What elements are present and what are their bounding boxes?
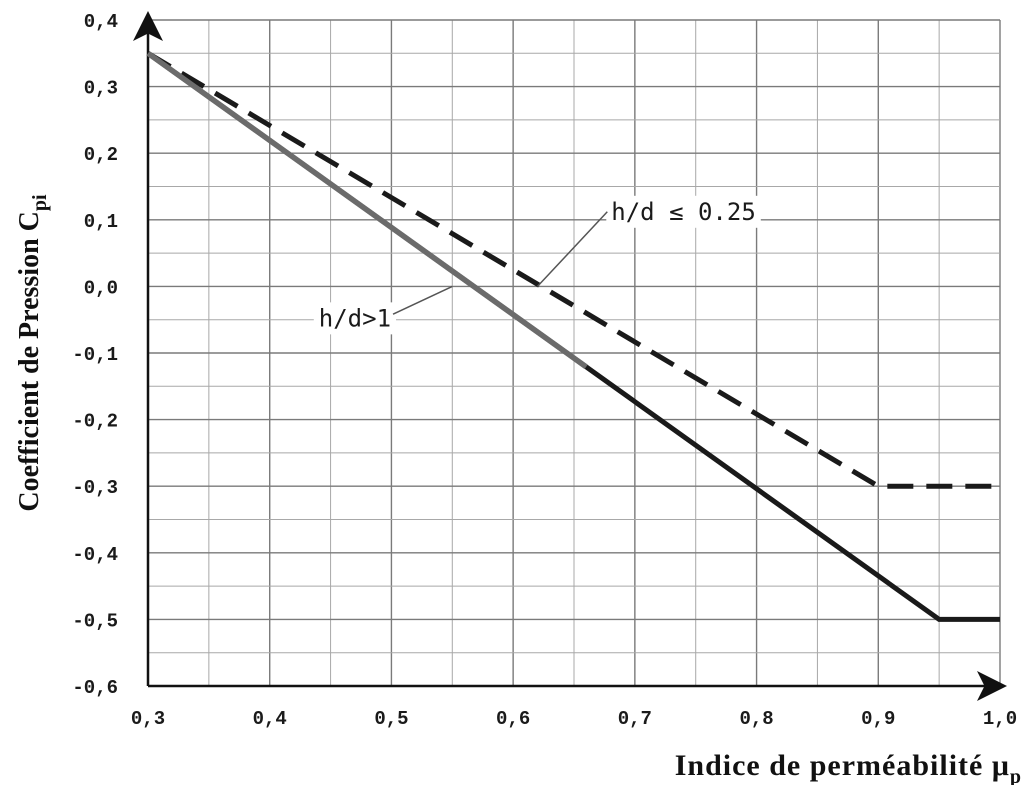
y-tick-label: -0,2: [72, 411, 118, 433]
series-line-solid-highlight: [146, 51, 588, 370]
x-tick-label: 1,0: [983, 708, 1017, 730]
x-tick-label: 0,5: [374, 708, 408, 730]
y-tick-label: -0,6: [72, 677, 118, 699]
y-tick-label: -0,4: [72, 544, 118, 566]
grid: [147, 19, 1001, 687]
y-axis-label: Coefficient de Pression Cpi: [14, 194, 51, 512]
x-tick-label: 0,8: [739, 708, 773, 730]
y-tick-label: 0,4: [84, 11, 118, 33]
y-axis-label-text: Coefficient de Pression C: [14, 211, 45, 511]
x-tick-label: 0,3: [131, 708, 165, 730]
x-tick-label: 0,6: [496, 708, 530, 730]
y-tick-label: 0,1: [84, 211, 118, 233]
axis-labels: Indice de perméabilité μp Coefficient de …: [14, 194, 1022, 785]
y-tick-label: -0,5: [72, 610, 118, 632]
y-tick-label: -0,1: [72, 344, 118, 366]
x-tick-label: 0,9: [861, 708, 895, 730]
y-tick-label: 0,2: [84, 144, 118, 166]
annotation-background: [606, 195, 761, 228]
x-tick-label: 0,4: [253, 708, 287, 730]
x-axis-label-subscript: p: [1010, 766, 1022, 785]
y-tick-label: -0,3: [72, 477, 118, 499]
y-tick-label: 0,0: [84, 277, 118, 299]
series-layer: [146, 51, 1000, 622]
y-axis-label-subscript: pi: [29, 194, 51, 211]
annotation-background: [313, 302, 397, 335]
x-axis-label-text: Indice de perméabilité μ: [675, 749, 1010, 782]
annotation-label: h/d>1: [319, 304, 391, 332]
annotation-pointer: [536, 211, 608, 287]
axes: 0,3 0,4 0,5 0,6 0,7 0,8 0,9 1,0 0,4 0,3 0,2 0,1 0,0 -…: [72, 11, 1017, 730]
annotation-label: h/d ≤ 0.25: [611, 198, 756, 226]
x-axis-label: Indice de perméabilité μp: [675, 749, 1022, 785]
annotations: h/d ≤ 0.25 h/d>1: [313, 195, 761, 335]
x-tick-label: 0,7: [618, 708, 652, 730]
annotation-pointer: [392, 285, 453, 315]
series-line-dashed: [146, 51, 1000, 489]
y-tick-label: 0,3: [84, 78, 118, 100]
